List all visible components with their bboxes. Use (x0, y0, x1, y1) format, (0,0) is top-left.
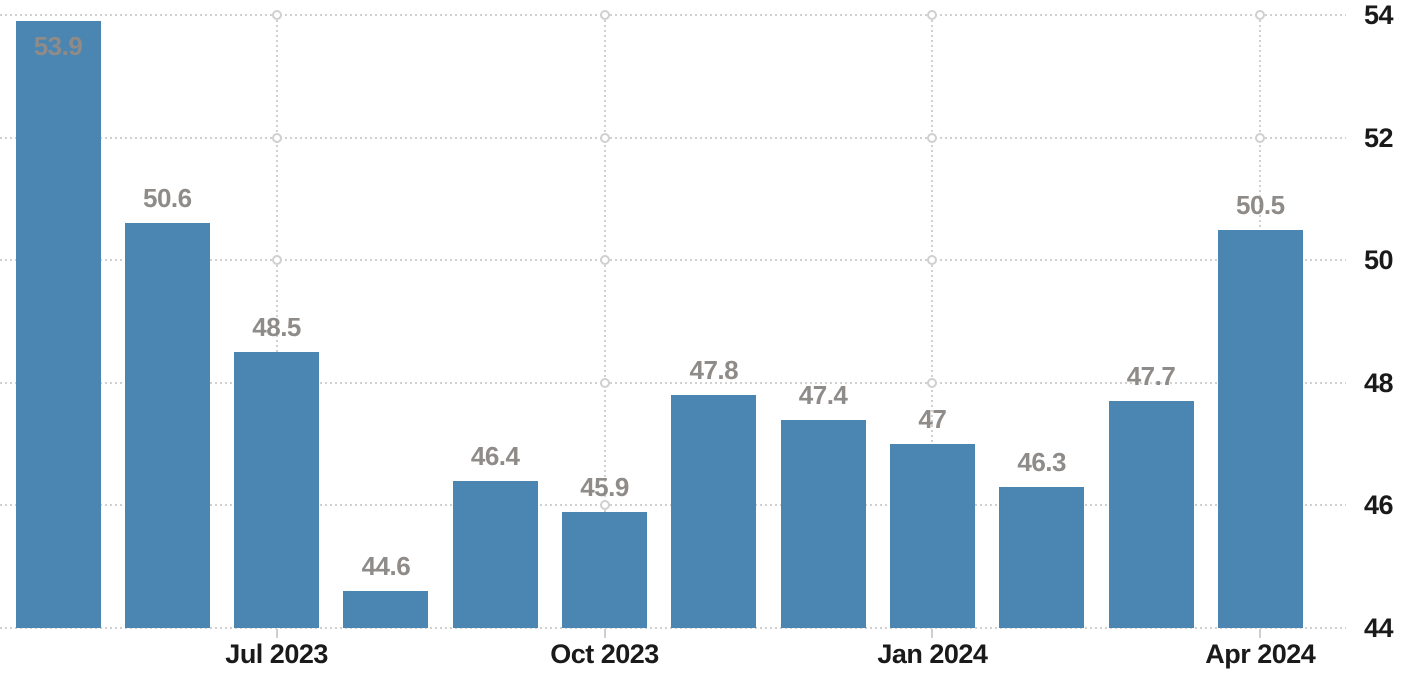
bar-value-label: 46.4 (470, 440, 520, 471)
y-axis-tick-label: 46 (1364, 490, 1394, 521)
y-axis-tick-label: 54 (1364, 0, 1394, 30)
gridline-node (599, 255, 610, 266)
gridline-node (599, 377, 610, 388)
x-axis-tick-mark (1259, 629, 1262, 638)
bar[interactable] (343, 591, 429, 628)
gridline-node (271, 132, 282, 143)
bar[interactable] (671, 395, 757, 628)
bar[interactable] (124, 223, 210, 628)
gridline-node (1255, 132, 1266, 143)
gridline-vertical (603, 15, 606, 628)
gridline-node (271, 10, 282, 20)
y-axis-tick-label: 44 (1364, 613, 1394, 643)
y-axis-tick-label: 52 (1364, 122, 1394, 153)
bar-value-label: 47 (918, 404, 947, 435)
gridline-node (927, 132, 938, 143)
bar[interactable] (234, 352, 320, 628)
gridline-node (599, 500, 610, 511)
gridline-horizontal (0, 14, 1346, 16)
x-axis-tick-mark (603, 629, 606, 638)
bar[interactable] (452, 480, 538, 628)
bar-value-label: 50.6 (142, 183, 192, 214)
x-axis-tick-mark (931, 629, 934, 638)
x-axis-tick-label: Apr 2024 (1205, 639, 1316, 669)
y-axis-tick-label: 50 (1364, 245, 1394, 276)
bar-value-label: 46.3 (1017, 447, 1066, 477)
x-axis-tick-label: Jul 2023 (225, 639, 328, 669)
gridline-node (927, 255, 938, 266)
gridline-vertical (275, 15, 278, 628)
gridline-node (1255, 10, 1266, 20)
y-axis-tick-label: 48 (1364, 367, 1394, 398)
gridline-node (927, 10, 938, 20)
gridline-horizontal (0, 627, 1346, 629)
bar[interactable] (1108, 401, 1194, 628)
bar-value-label: 45.9 (580, 471, 629, 502)
gridline-node (271, 255, 282, 266)
gridline-vertical (931, 15, 934, 628)
x-axis-tick-label: Oct 2023 (550, 639, 659, 669)
bar-value-label: 44.6 (361, 551, 411, 582)
bar-value-label: 47.4 (798, 379, 848, 410)
bar[interactable] (780, 419, 866, 628)
bar[interactable] (889, 444, 975, 628)
bar[interactable] (999, 487, 1085, 628)
bar[interactable] (15, 21, 101, 628)
bar-value-label: 47.8 (689, 355, 739, 386)
bar-value-label: 53.9 (33, 31, 83, 62)
x-axis-tick-mark (275, 629, 278, 638)
bar-value-label: 48.5 (252, 312, 301, 343)
bar[interactable] (1217, 229, 1303, 628)
gridline-horizontal (0, 259, 1346, 262)
gridline-node (599, 10, 610, 20)
bar-value-label: 47.7 (1126, 361, 1176, 392)
gridline-node (927, 377, 938, 388)
gridline-node (599, 132, 610, 143)
bar-value-label: 50.5 (1235, 189, 1285, 220)
gridline-horizontal (0, 381, 1346, 384)
x-axis-tick-label: Jan 2024 (877, 639, 988, 669)
gridline-horizontal (0, 136, 1346, 139)
bar[interactable] (562, 511, 647, 628)
